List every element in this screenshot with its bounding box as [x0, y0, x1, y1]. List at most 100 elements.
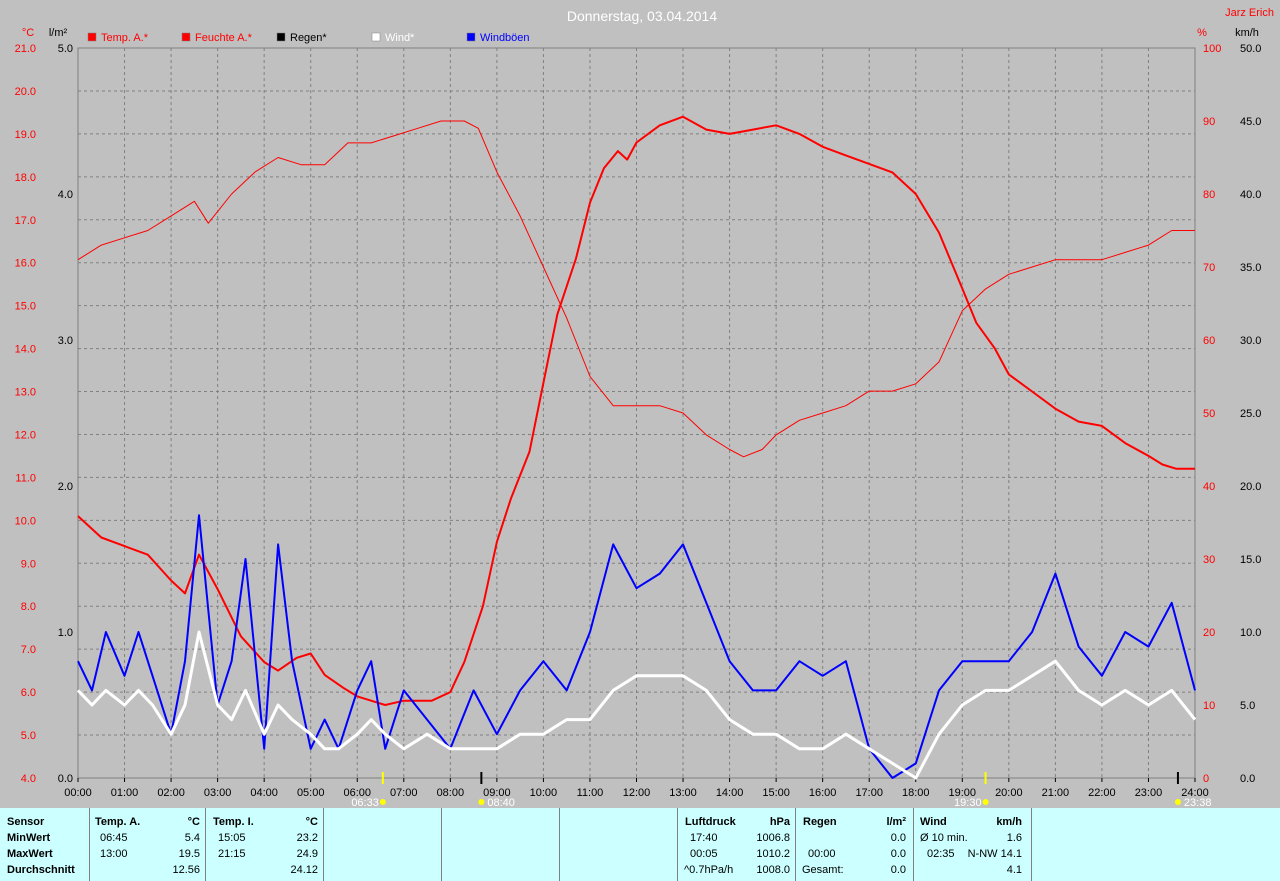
time-tick-label: 13:00 — [669, 787, 697, 799]
temp-tick-label: 11.0 — [15, 472, 36, 484]
max-row-label: MaxWert — [7, 848, 53, 860]
legend-swatch — [371, 32, 381, 42]
temp-tick-label: 4.0 — [21, 773, 36, 785]
wind-tick-label: 20.0 — [1240, 481, 1261, 493]
legend-swatch — [87, 32, 97, 42]
legend-label: Regen* — [290, 32, 327, 44]
sunset-time-label: 19:30 — [954, 797, 982, 808]
moon-time-label: 23:38 — [1184, 797, 1212, 808]
min-row-label: MinWert — [7, 832, 51, 844]
rain-max-value: 0.0 — [890, 848, 906, 860]
temp-i-avg-value: 24.12 — [290, 864, 318, 876]
temp-tick-label: 17.0 — [15, 215, 36, 227]
time-tick-label: 05:00 — [297, 787, 325, 799]
time-tick-label: 24:00 — [1181, 787, 1209, 799]
noon-time-label: 08:40 — [487, 797, 515, 808]
temp-i-header: Temp. I. — [213, 816, 254, 828]
sunset-icon — [982, 799, 989, 805]
pressure-min-value: 1006.8 — [756, 832, 790, 844]
wind-avg10-value: 1.6 — [1006, 832, 1022, 844]
legend-label: Temp. A.* — [101, 32, 149, 44]
wind-tick-label: 5.0 — [1240, 700, 1255, 712]
rain-total-label: Gesamt: — [802, 864, 844, 876]
temp-a-unit: °C — [187, 816, 200, 828]
temp-i-unit: °C — [305, 816, 318, 828]
time-tick-label: 01:00 — [111, 787, 139, 799]
divider — [89, 808, 90, 881]
noon-icon — [478, 799, 485, 805]
legend-label: Windböen — [480, 32, 530, 44]
rain-min-value: 0.0 — [890, 832, 906, 844]
rain-tick-label: 0.0 — [58, 773, 73, 785]
pressure-header: Luftdruck — [685, 816, 736, 828]
rain-tick-label: 1.0 — [58, 627, 73, 639]
temp-tick-label: 8.0 — [21, 601, 36, 613]
legend-swatch — [276, 32, 286, 42]
temp-a-min-value: 5.4 — [184, 832, 200, 844]
time-tick-label: 19:00 — [949, 787, 977, 799]
temp-tick-label: 15.0 — [15, 301, 36, 313]
series-line — [77, 115, 1195, 706]
series-line — [76, 630, 1197, 780]
time-tick-label: 14:00 — [716, 787, 744, 799]
axis-ticks: 21.0 20.0 19.0 18.0 17.0 16.0 15.0 14.0 13.0 12.0… — [15, 43, 1262, 799]
legend-swatch — [181, 32, 191, 42]
temp-tick-label: 21.0 — [15, 43, 36, 55]
temp-tick-label: 7.0 — [21, 644, 36, 656]
temp-tick-label: 5.0 — [21, 730, 36, 742]
time-tick-label: 12:00 — [623, 787, 651, 799]
time-tick-label: 09:00 — [483, 787, 511, 799]
rain-total-value: 0.0 — [890, 864, 906, 876]
sun-markers: 06:33 08:40 19:30 23:38 — [351, 772, 1211, 808]
time-tick-label: 10:00 — [530, 787, 558, 799]
moon-icon — [1174, 799, 1181, 805]
temp-i-min-time: 15:05 — [218, 832, 246, 844]
humidity-tick-label: 30 — [1203, 554, 1215, 566]
divider — [441, 808, 442, 881]
wind-max-value: N-NW 14.1 — [967, 848, 1022, 860]
author-label: Jarz Erich — [1225, 7, 1274, 19]
temp-tick-label: 9.0 — [21, 558, 36, 570]
rain-tick-label: 5.0 — [58, 43, 73, 55]
wind-avg-value: 4.1 — [1006, 864, 1022, 876]
temp-i-max-time: 21:15 — [218, 848, 246, 860]
wind-tick-label: 0.0 — [1240, 773, 1255, 785]
temp-tick-label: 20.0 — [15, 86, 36, 98]
time-tick-label: 17:00 — [855, 787, 883, 799]
temp-tick-label: 12.0 — [15, 429, 36, 441]
rain-unit-label: l/m² — [49, 27, 68, 39]
humidity-tick-label: 90 — [1203, 116, 1215, 128]
chart-title: Donnerstag, 03.04.2014 — [567, 8, 717, 24]
pressure-max-value: 1010.2 — [756, 848, 790, 860]
wind-tick-label: 15.0 — [1240, 554, 1261, 566]
time-tick-label: 22:00 — [1088, 787, 1116, 799]
humidity-tick-label: 50 — [1203, 408, 1215, 420]
humidity-tick-label: 100 — [1203, 43, 1221, 55]
wind-avg10-label: Ø 10 min. — [920, 832, 968, 844]
humidity-tick-label: 60 — [1203, 335, 1215, 347]
wind-tick-label: 10.0 — [1240, 627, 1261, 639]
time-tick-label: 16:00 — [809, 787, 837, 799]
series-line — [77, 514, 1196, 779]
temp-tick-label: 18.0 — [15, 172, 36, 184]
wind-max-time: 02:35 — [927, 848, 955, 860]
wind-unit-label: km/h — [1235, 27, 1259, 39]
legend-label: Wind* — [385, 32, 415, 44]
divider — [795, 808, 796, 881]
time-tick-label: 07:00 — [390, 787, 418, 799]
temp-unit-label: °C — [22, 27, 34, 39]
weather-chart: Donnerstag, 03.04.2014 Jarz Erich °C l/m… — [14, 7, 1274, 808]
temp-tick-label: 10.0 — [15, 515, 36, 527]
divider — [205, 808, 206, 881]
rain-header: Regen — [803, 816, 837, 828]
time-tick-label: 23:00 — [1135, 787, 1163, 799]
time-tick-label: 06:00 — [343, 787, 371, 799]
pressure-unit: hPa — [769, 816, 790, 828]
wind-header: Wind — [920, 816, 947, 828]
humidity-unit-label: % — [1197, 27, 1207, 39]
temp-a-min-time: 06:45 — [100, 832, 128, 844]
rain-tick-label: 4.0 — [58, 189, 73, 201]
series-lines — [76, 115, 1197, 780]
temp-a-max-value: 19.5 — [178, 848, 200, 860]
humidity-tick-label: 40 — [1203, 481, 1215, 493]
